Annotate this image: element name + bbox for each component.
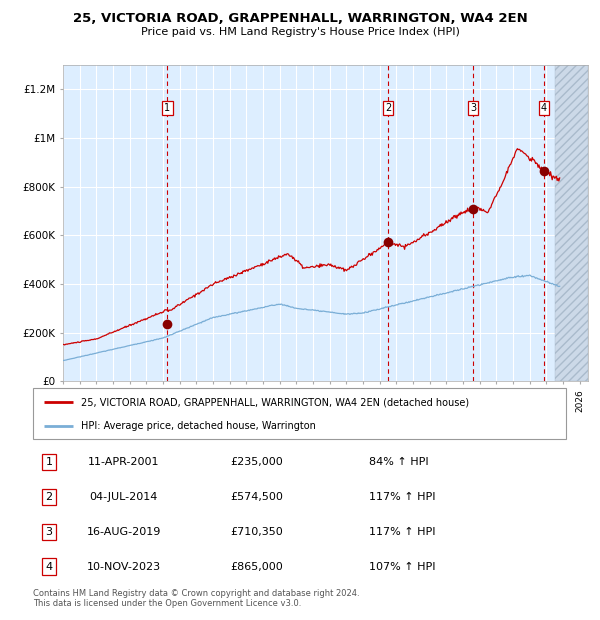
Bar (63, 65, 554, 381)
Text: £710,350: £710,350 (230, 527, 283, 537)
Text: HPI: Average price, detached house, Warrington: HPI: Average price, detached house, Warr… (81, 421, 316, 432)
Text: 11-APR-2001: 11-APR-2001 (88, 457, 160, 467)
Text: 3: 3 (470, 103, 476, 113)
Text: 117% ↑ HPI: 117% ↑ HPI (368, 527, 435, 537)
Text: 1: 1 (164, 103, 170, 113)
Text: 2: 2 (385, 103, 391, 113)
Text: £865,000: £865,000 (230, 562, 283, 572)
Text: £235,000: £235,000 (230, 457, 283, 467)
Text: 3: 3 (46, 527, 52, 537)
Text: 16-AUG-2019: 16-AUG-2019 (86, 527, 161, 537)
Text: 1: 1 (46, 457, 52, 467)
Text: 4: 4 (541, 103, 547, 113)
Text: 84% ↑ HPI: 84% ↑ HPI (368, 457, 428, 467)
Text: 2: 2 (46, 492, 53, 502)
Text: 117% ↑ HPI: 117% ↑ HPI (368, 492, 435, 502)
Text: 10-NOV-2023: 10-NOV-2023 (86, 562, 161, 572)
Text: 25, VICTORIA ROAD, GRAPPENHALL, WARRINGTON, WA4 2EN: 25, VICTORIA ROAD, GRAPPENHALL, WARRINGT… (73, 12, 527, 25)
Text: Contains HM Land Registry data © Crown copyright and database right 2024.
This d: Contains HM Land Registry data © Crown c… (33, 589, 359, 608)
Text: 4: 4 (46, 562, 53, 572)
FancyBboxPatch shape (33, 388, 566, 439)
Text: £574,500: £574,500 (230, 492, 283, 502)
Text: 04-JUL-2014: 04-JUL-2014 (89, 492, 158, 502)
Text: 107% ↑ HPI: 107% ↑ HPI (368, 562, 435, 572)
Bar (554, 65, 588, 381)
Text: Price paid vs. HM Land Registry's House Price Index (HPI): Price paid vs. HM Land Registry's House … (140, 27, 460, 37)
Text: 25, VICTORIA ROAD, GRAPPENHALL, WARRINGTON, WA4 2EN (detached house): 25, VICTORIA ROAD, GRAPPENHALL, WARRINGT… (81, 397, 469, 407)
